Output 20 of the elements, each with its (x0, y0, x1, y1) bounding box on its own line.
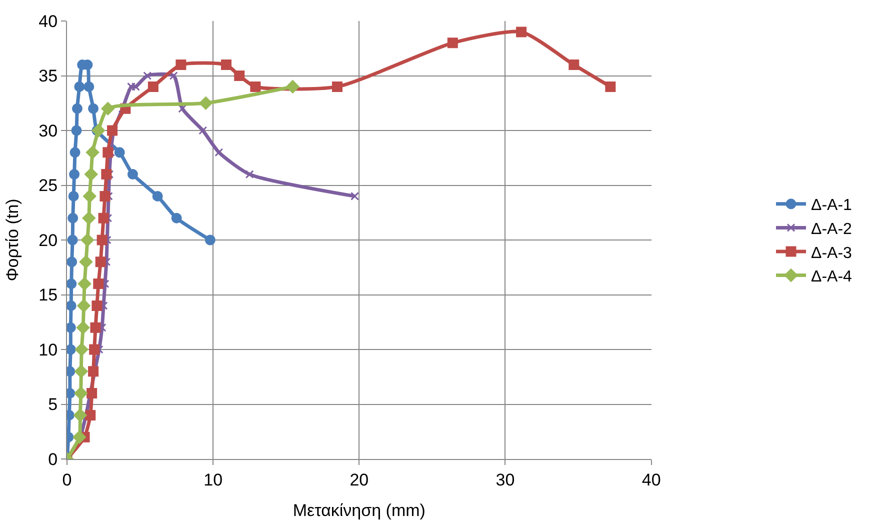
x-axis-title: Μετακίνηση (mm) (292, 500, 426, 520)
x-tick-label: 40 (642, 470, 661, 490)
legend-label: Δ-Α-1 (811, 197, 852, 214)
x-tick-label: 10 (204, 470, 223, 490)
x-tick-label: 0 (62, 470, 72, 490)
y-tick-label: 35 (38, 66, 58, 86)
y-tick-label: 10 (38, 340, 58, 360)
legend-label: Δ-Α-3 (811, 244, 852, 262)
y-axis-title: Φορτίο (tn) (3, 198, 22, 282)
y-tick-label: 5 (48, 395, 58, 414)
legend-label: Δ-Α-4 (811, 268, 852, 286)
y-tick-label: 0 (48, 450, 58, 469)
y-tick-label: 15 (38, 286, 58, 305)
x-tick-label: 30 (496, 470, 515, 490)
y-tick-label: 20 (38, 230, 58, 250)
y-tick-label: 30 (38, 121, 58, 140)
y-tick-label: 25 (38, 176, 58, 196)
x-tick-label: 20 (350, 470, 369, 490)
legend-label: Δ-Α-2 (811, 220, 852, 238)
y-tick-label: 40 (38, 12, 58, 31)
